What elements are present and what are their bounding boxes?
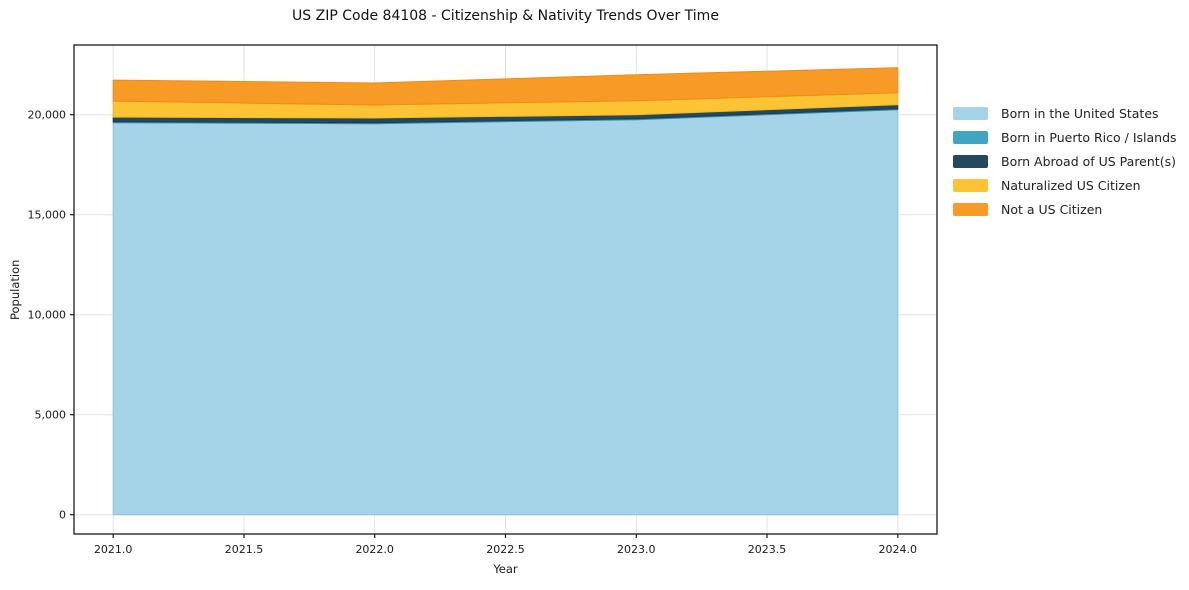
legend-item: Born Abroad of US Parent(s) bbox=[953, 149, 1177, 173]
svg-text:2023.0: 2023.0 bbox=[617, 543, 656, 556]
legend-label: Naturalized US Citizen bbox=[1001, 177, 1141, 193]
legend-swatch-born-in-us bbox=[953, 106, 988, 120]
svg-text:2021.0: 2021.0 bbox=[94, 543, 133, 556]
svg-text:2022.5: 2022.5 bbox=[486, 543, 525, 556]
svg-text:20,000: 20,000 bbox=[28, 109, 67, 122]
legend-item: Not a US Citizen bbox=[953, 197, 1177, 221]
legend-label: Born in Puerto Rico / Islands bbox=[1001, 129, 1177, 145]
legend-swatch-naturalized bbox=[953, 178, 988, 192]
svg-text:2024.0: 2024.0 bbox=[879, 543, 918, 556]
svg-text:15,000: 15,000 bbox=[28, 209, 67, 222]
svg-text:2022.0: 2022.0 bbox=[355, 543, 394, 556]
svg-text:2023.5: 2023.5 bbox=[748, 543, 787, 556]
legend-item: Born in the United States bbox=[953, 101, 1177, 125]
legend-swatch-born-abroad bbox=[953, 154, 988, 168]
legend-label: Born in the United States bbox=[1001, 105, 1159, 121]
svg-text:10,000: 10,000 bbox=[28, 309, 67, 322]
chart-title: US ZIP Code 84108 - Citizenship & Nativi… bbox=[292, 8, 719, 24]
legend-swatch-not-citizen bbox=[953, 202, 988, 216]
legend-swatch-puerto-rico bbox=[953, 130, 988, 144]
svg-text:0: 0 bbox=[59, 509, 66, 522]
svg-text:2021.5: 2021.5 bbox=[225, 543, 264, 556]
legend-item: Naturalized US Citizen bbox=[953, 173, 1177, 197]
legend-label: Not a US Citizen bbox=[1001, 201, 1103, 217]
legend-item: Born in Puerto Rico / Islands bbox=[953, 125, 1177, 149]
legend-label: Born Abroad of US Parent(s) bbox=[1001, 153, 1176, 169]
svg-text:5,000: 5,000 bbox=[35, 409, 67, 422]
legend: Born in the United States Born in Puerto… bbox=[953, 101, 1177, 221]
x-axis-label: Year bbox=[493, 562, 518, 576]
